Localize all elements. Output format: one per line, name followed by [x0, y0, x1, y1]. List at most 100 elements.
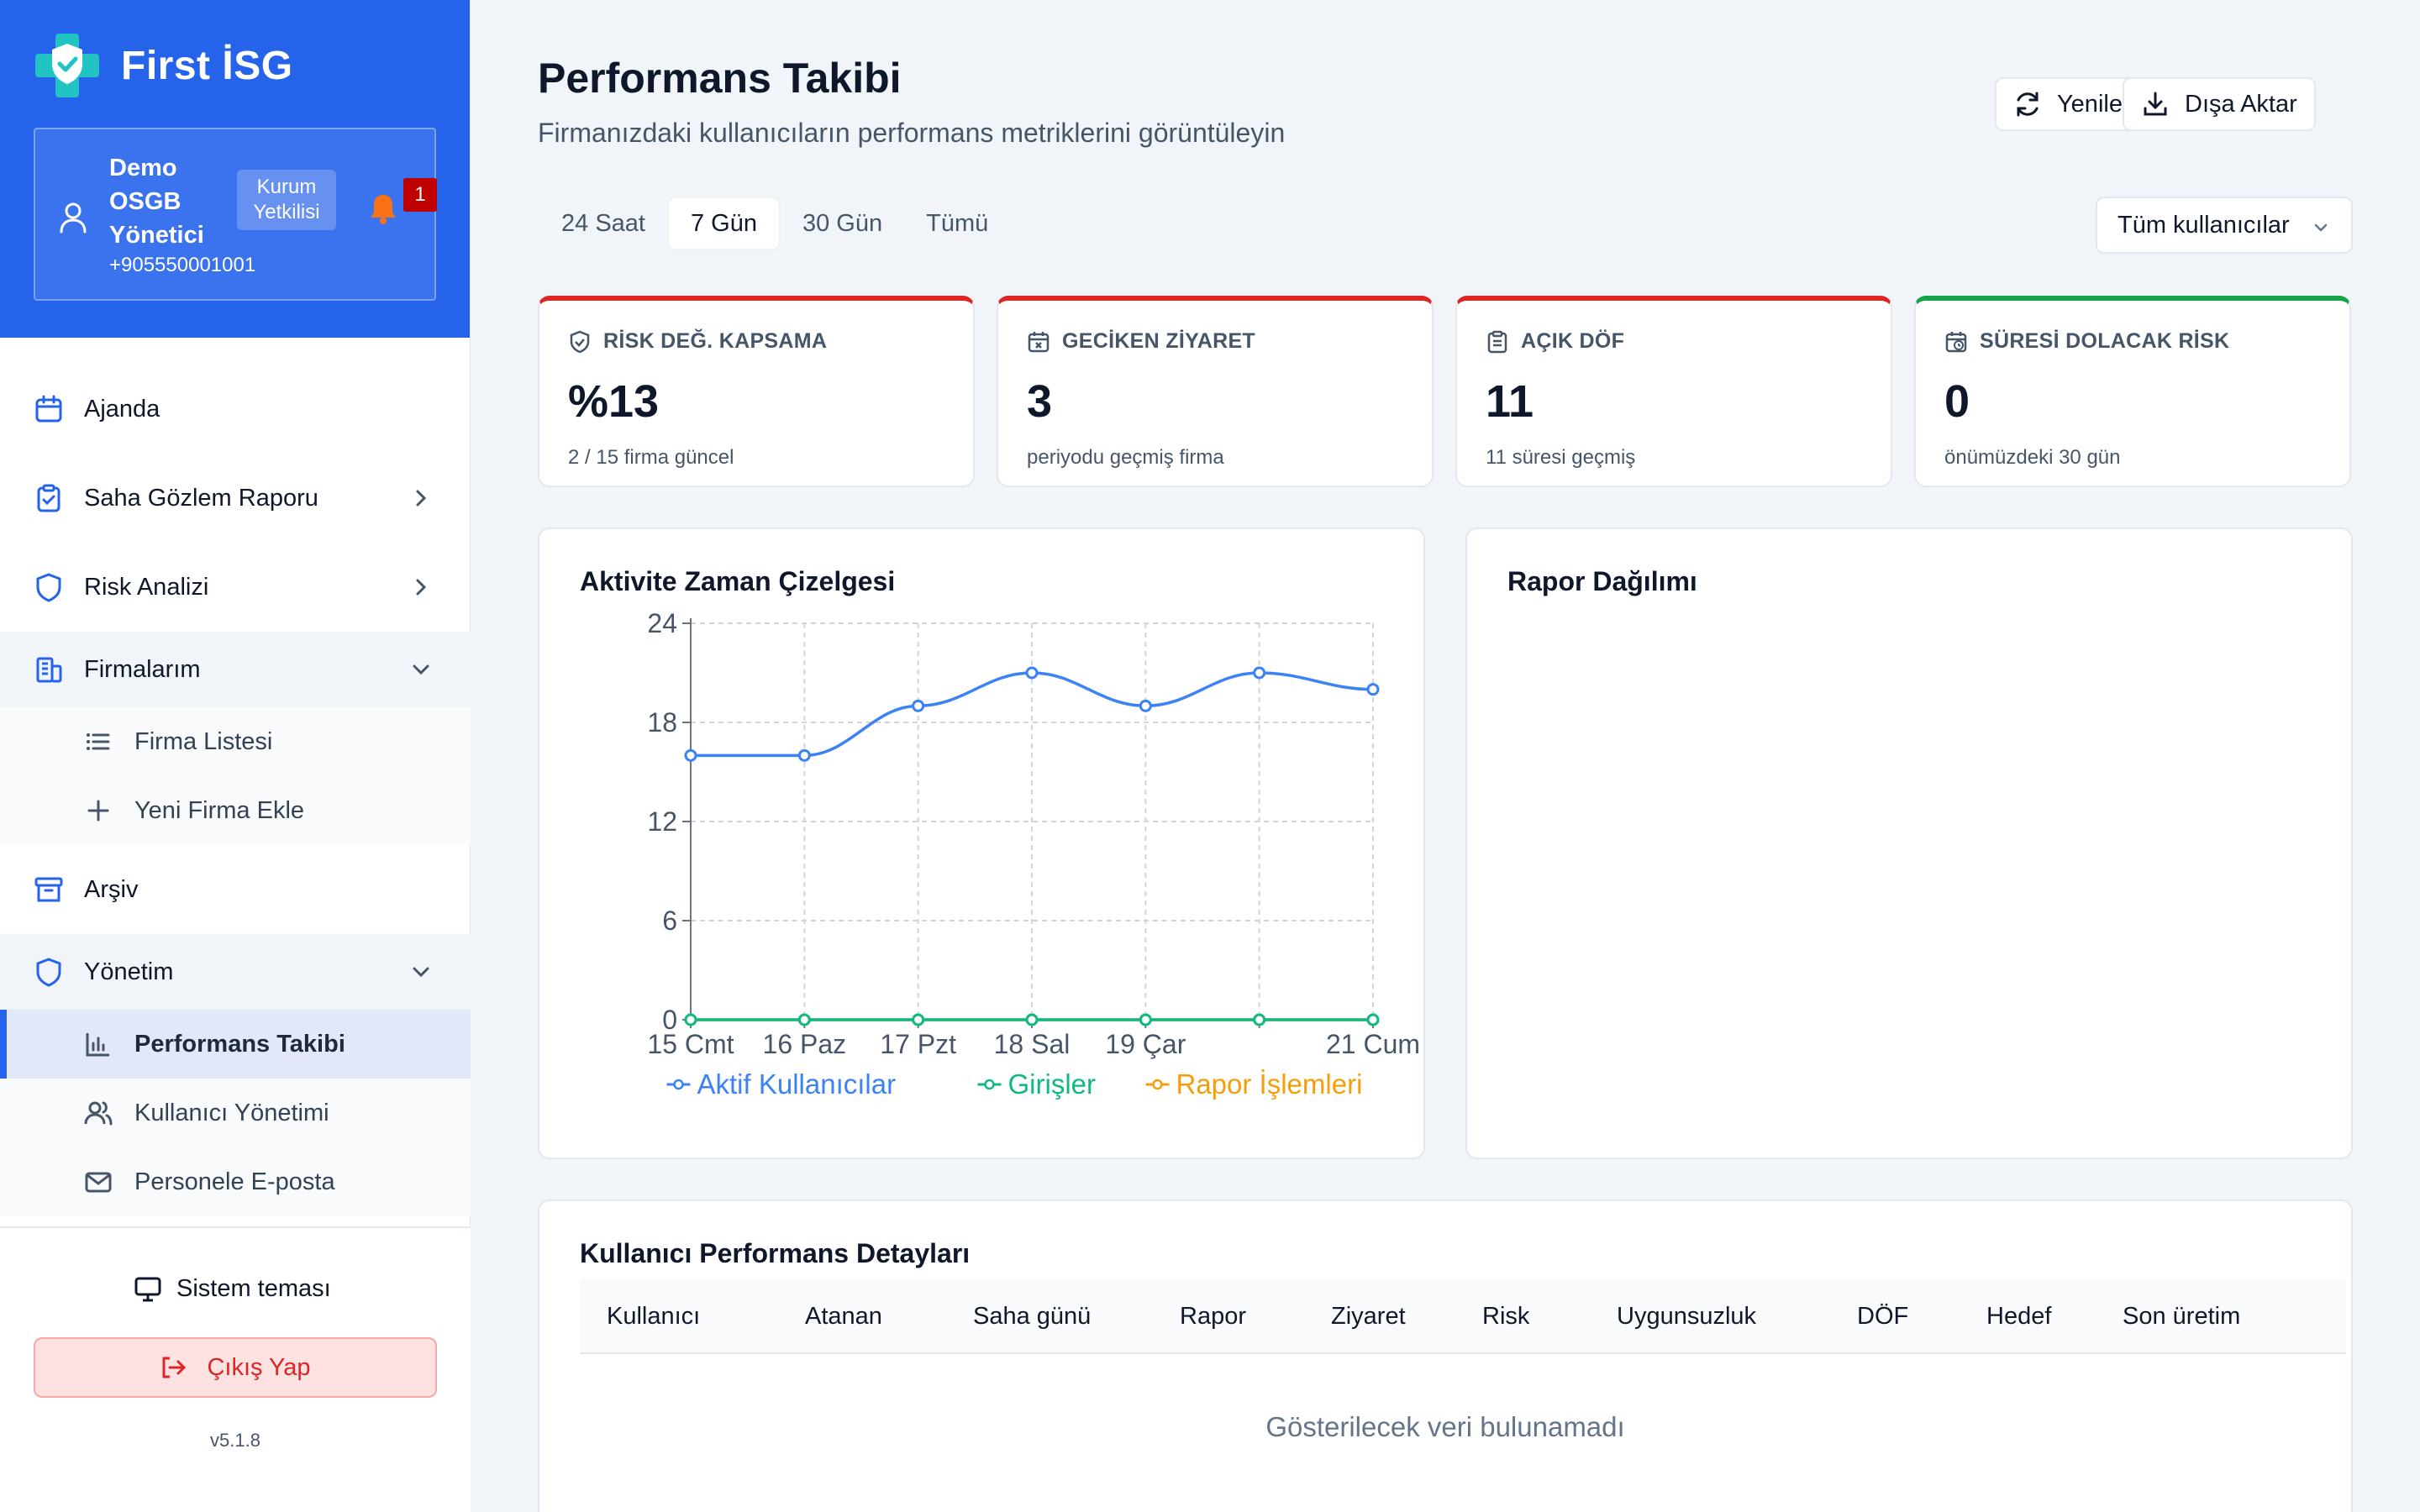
stat-value: 11: [1486, 376, 1534, 427]
stat-card-acik-dof[interactable]: AÇIK DÖF 11 11 süresi geçmiş: [1455, 296, 1892, 487]
sidebar-item-arsiv[interactable]: Arşiv: [0, 845, 471, 934]
legend-label: Aktif Kullanıcılar: [697, 1068, 897, 1100]
data-point: [1025, 1013, 1039, 1026]
refresh-button[interactable]: Yenile: [1995, 77, 2141, 131]
user-phone: +905550001001: [109, 254, 256, 276]
sidebar-item-yonetim[interactable]: Yönetim: [0, 934, 471, 1010]
stat-value: %13: [568, 376, 660, 427]
stat-note: periyodu geçmiş firma: [1027, 446, 1224, 469]
column-header[interactable]: Son üretim: [2123, 1303, 2241, 1330]
sidebar-item-risk-analizi[interactable]: Risk Analizi: [0, 543, 471, 632]
time-range-tabs: 24 Saat 7 Gün 30 Gün Tümü: [539, 197, 1010, 250]
panel-title: Rapor Dağılımı: [1507, 566, 1697, 596]
users-icon: [84, 1099, 113, 1127]
data-point: [1366, 683, 1380, 696]
stat-label: SÜRESİ DOLACAK RİSK: [1980, 329, 2230, 353]
table-header: Kullanıcı Atanan Saha günü Rapor Ziyaret…: [580, 1278, 2346, 1354]
y-tick-label: 6: [662, 906, 677, 936]
data-point: [912, 1013, 925, 1026]
clipboard-check-icon: [34, 483, 64, 513]
series-line: [690, 671, 1374, 758]
bar-chart-icon: [84, 1030, 113, 1058]
shield-icon: [34, 572, 64, 602]
column-header[interactable]: Atanan: [805, 1303, 882, 1330]
bell-icon: [368, 192, 398, 229]
data-point: [1253, 666, 1266, 680]
calendar-icon: [34, 394, 64, 424]
x-tick-label: 17 Pzt: [880, 1029, 956, 1059]
data-point: [912, 699, 925, 712]
column-header[interactable]: Uygunsuzluk: [1617, 1303, 1757, 1330]
user-role-badge: Kurum Yetkilisi: [237, 170, 336, 230]
sidebar-item-label: Saha Gözlem Raporu: [84, 484, 318, 512]
user-name: Demo OSGB Yönetici: [109, 155, 204, 249]
legend-marker: [984, 1079, 995, 1090]
stat-label: RİSK DEĞ. KAPSAMA: [603, 329, 828, 353]
stat-value: 3: [1027, 376, 1053, 427]
sidebar-item-performans[interactable]: Performans Takibi: [0, 1010, 471, 1079]
stat-card-suresi-dolacak-risk[interactable]: SÜRESİ DOLACAK RİSK 0 önümüzdeki 30 gün: [1914, 296, 2351, 487]
tab-30-gun[interactable]: 30 Gün: [802, 209, 883, 237]
legend-label: Rapor İşlemleri: [1176, 1068, 1363, 1100]
chevron-right-icon: [408, 486, 434, 511]
column-header[interactable]: Risk: [1482, 1303, 1530, 1330]
sidebar-item-label: Kullanıcı Yönetimi: [134, 1099, 329, 1126]
sidebar-item-label: Arşiv: [84, 875, 139, 903]
sidebar-footer: Sistem teması Çıkış Yap v5.1.8: [0, 1226, 471, 1512]
archive-icon: [34, 874, 64, 905]
sidebar-item-label: Yeni Firma Ekle: [134, 796, 305, 824]
sidebar-item-firma-listesi[interactable]: Firma Listesi: [0, 707, 471, 776]
sidebar-item-firmalarim[interactable]: Firmalarım: [0, 632, 471, 707]
logout-button[interactable]: Çıkış Yap: [34, 1337, 437, 1398]
sidebar-item-personel-eposta[interactable]: Personele E-posta: [0, 1147, 471, 1216]
panel-title: Aktivite Zaman Çizelgesi: [580, 566, 896, 596]
column-header[interactable]: Ziyaret: [1331, 1303, 1406, 1330]
sidebar-item-label: Firma Listesi: [134, 727, 273, 755]
activity-line-chart: 0 6 12 18 24 15 Cmt 16 Paz 17 Pzt 18 Sal 19 Çar 21…: [647, 608, 1420, 1100]
sidebar-item-label: Risk Analizi: [84, 573, 209, 601]
page-title: Performans Takibi: [538, 55, 902, 102]
clipboard-list-icon: [1486, 330, 1509, 354]
tab-tumu[interactable]: Tümü: [926, 209, 989, 237]
calendar-x-icon: [1027, 330, 1050, 354]
export-button[interactable]: Dışa Aktar: [2123, 77, 2316, 131]
shield-icon: [34, 957, 64, 987]
column-header[interactable]: Rapor: [1180, 1303, 1246, 1330]
panel-title: Kullanıcı Performans Detayları: [580, 1238, 971, 1268]
sidebar-item-ajanda[interactable]: Ajanda: [0, 365, 471, 454]
theme-toggle-button[interactable]: Sistem teması: [134, 1275, 331, 1303]
column-header[interactable]: DÖF: [1857, 1303, 1909, 1330]
theme-label: Sistem teması: [176, 1275, 331, 1302]
report-distribution-panel: Rapor Dağılımı: [1465, 528, 2353, 1159]
tab-24-saat[interactable]: 24 Saat: [561, 209, 645, 237]
sidebar-item-label: Performans Takibi: [134, 1030, 345, 1058]
data-point: [684, 748, 697, 762]
notification-button[interactable]: 1: [368, 178, 437, 229]
chevron-right-icon: [408, 575, 434, 600]
user-card[interactable]: Demo OSGB Yönetici Kurum Yetkilisi +9055…: [34, 128, 437, 301]
sidebar-item-label: Ajanda: [84, 395, 160, 423]
column-header[interactable]: Hedef: [1986, 1303, 2052, 1330]
logout-icon: [160, 1355, 187, 1380]
download-icon: [2141, 90, 2170, 118]
user-icon: [59, 202, 87, 238]
legend-marker: [673, 1079, 684, 1090]
column-header[interactable]: Saha günü: [973, 1303, 1092, 1330]
stat-card-risk-kapsama[interactable]: RİSK DEĞ. KAPSAMA %13 2 / 15 firma günce…: [538, 296, 975, 487]
tab-7-gun[interactable]: 7 Gün: [666, 197, 781, 250]
data-point: [684, 1013, 697, 1026]
sidebar-item-saha-gozlem[interactable]: Saha Gözlem Raporu: [0, 454, 471, 543]
data-point: [797, 748, 811, 762]
y-tick-label: 24: [647, 608, 677, 638]
user-filter-select[interactable]: Tüm kullanıcılar: [2096, 197, 2353, 254]
sidebar-item-yeni-firma[interactable]: Yeni Firma Ekle: [0, 776, 471, 845]
chevron-down-icon: [408, 959, 434, 984]
logout-label: Çıkış Yap: [207, 1353, 311, 1381]
stat-card-geciken-ziyaret[interactable]: GECİKEN ZİYARET 3 periyodu geçmiş firma: [997, 296, 1434, 487]
stat-note: 11 süresi geçmiş: [1486, 446, 1636, 469]
data-point: [797, 1013, 811, 1026]
sidebar-nav: Ajanda Saha Gözlem Raporu Risk Analizi: [0, 365, 471, 1216]
refresh-label: Yenile: [2057, 90, 2123, 118]
column-header[interactable]: Kullanıcı: [607, 1303, 701, 1330]
sidebar-item-kullanici-yonetimi[interactable]: Kullanıcı Yönetimi: [0, 1079, 471, 1147]
